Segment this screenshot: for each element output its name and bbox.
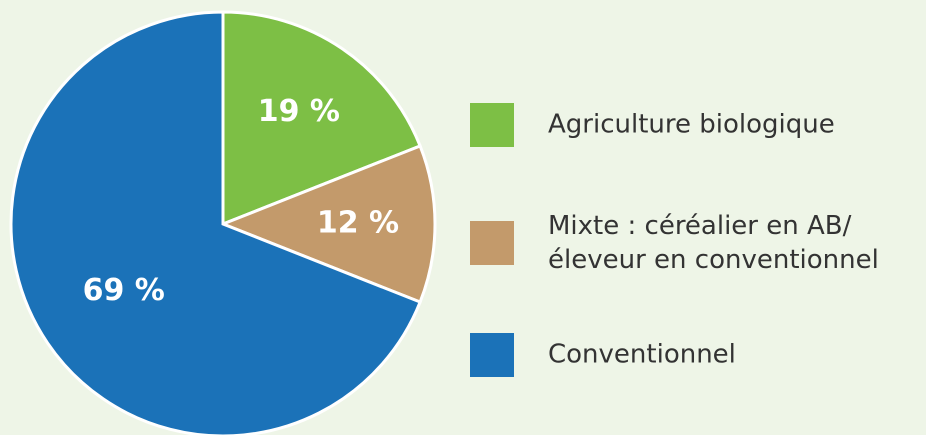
pie-slice bbox=[221, 10, 423, 227]
value-label: 19 % bbox=[258, 94, 340, 129]
legend-label: Conventionnel bbox=[548, 340, 736, 370]
legend-swatch bbox=[470, 221, 514, 265]
value-label: 12 % bbox=[317, 206, 399, 241]
legend-swatch bbox=[470, 333, 514, 377]
value-label: 69 % bbox=[83, 273, 165, 308]
pie-slice bbox=[218, 144, 437, 304]
legend-swatch bbox=[470, 103, 514, 147]
legend-label: Agriculture biologique bbox=[548, 110, 835, 140]
legend-label: Mixte : céréalier en AB/éleveur en conve… bbox=[548, 211, 879, 275]
pie-slice bbox=[9, 10, 423, 435]
